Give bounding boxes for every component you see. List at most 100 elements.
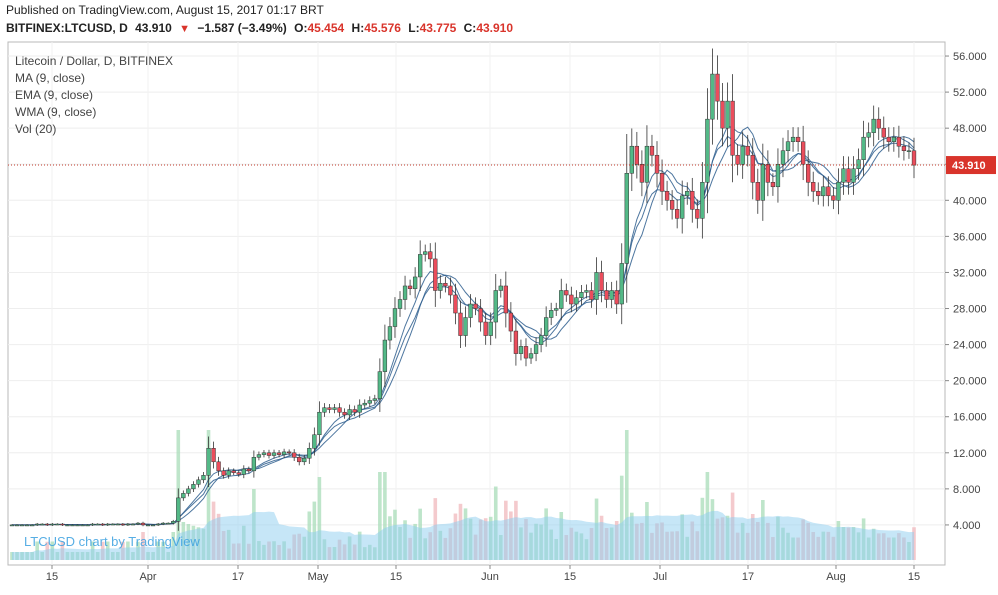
candle-body — [634, 145, 639, 165]
open-value: 45.454 — [307, 21, 345, 35]
candle-body — [528, 353, 534, 359]
candle-body — [115, 523, 120, 526]
candle-body — [50, 523, 55, 526]
candle-body — [312, 434, 317, 449]
candle-body — [125, 523, 131, 526]
candle-body — [770, 182, 776, 188]
candle-body — [513, 330, 519, 354]
volume-bar — [317, 477, 322, 560]
indicator-legend: Litecoin / Dollar, D, BITFINEX MA (9, cl… — [15, 53, 173, 138]
candle-body — [14, 524, 20, 527]
candle-body — [458, 312, 463, 336]
candle-body — [226, 470, 231, 476]
candle-body — [140, 522, 146, 526]
candle-body — [795, 136, 801, 142]
legend-ema[interactable]: EMA (9, close) — [15, 88, 94, 102]
candle-body — [352, 409, 357, 413]
y-tick-label: 32.000 — [953, 267, 987, 279]
candle-body — [695, 209, 700, 219]
candle-body — [392, 308, 398, 327]
candle-body — [342, 411, 347, 416]
candle-body — [816, 191, 821, 197]
published-line: Published on TradingView.com, August 15,… — [6, 3, 324, 17]
candle-body — [438, 283, 443, 291]
legend-ma[interactable]: MA (9, close) — [15, 71, 86, 85]
candle-body — [664, 191, 670, 201]
candle-body — [589, 290, 594, 300]
candle-body — [448, 285, 453, 296]
low-value: 43.775 — [419, 21, 457, 35]
candle-body — [357, 404, 362, 413]
candle-body — [40, 523, 45, 526]
x-tick-label: Jul — [653, 571, 667, 583]
high-value: 45.576 — [364, 21, 401, 35]
candle-body — [649, 145, 655, 156]
candle-body — [901, 145, 907, 151]
candle-body — [906, 150, 912, 152]
candle-body — [846, 168, 851, 183]
candle-body — [569, 294, 574, 305]
candle-body — [90, 523, 95, 526]
candle-body — [685, 191, 690, 197]
x-tick-label: 15 — [46, 571, 58, 583]
candle-body — [690, 191, 695, 210]
y-tick-label: 52.000 — [953, 87, 987, 99]
y-tick-label: 8.000 — [953, 484, 981, 496]
candle-body — [110, 523, 115, 526]
candle-body — [65, 524, 70, 527]
candle-body — [543, 317, 549, 336]
candle-body — [720, 100, 725, 129]
volume-bar — [312, 501, 317, 560]
candle-body — [619, 263, 624, 305]
candle-body — [161, 522, 166, 525]
candle-body — [402, 285, 408, 300]
x-tick-label: 15 — [908, 571, 920, 583]
legend-vol[interactable]: Vol (20) — [15, 122, 57, 136]
candle-body — [740, 145, 745, 165]
tradingview-watermark[interactable]: LTCUSD chart by TradingView — [24, 534, 200, 549]
candle-body — [659, 173, 665, 192]
candle-body — [261, 452, 267, 455]
candle-body — [478, 308, 483, 323]
last-price-tag — [946, 156, 996, 175]
candle-body — [841, 168, 846, 183]
candle-body — [412, 276, 418, 289]
open-label: O: — [294, 21, 308, 35]
candle-body — [624, 173, 629, 264]
candle-body — [680, 195, 685, 219]
y-tick-label: 48.000 — [953, 123, 987, 135]
candle-body — [428, 251, 433, 260]
candle-body — [644, 145, 650, 183]
legend-wma[interactable]: WMA (9, close) — [15, 105, 97, 119]
candle-body — [271, 452, 277, 456]
candle-body — [297, 457, 302, 463]
y-tick-label: 12.000 — [953, 448, 987, 460]
candle-body — [70, 524, 75, 527]
candle-body — [196, 479, 201, 485]
candle-body — [307, 448, 312, 459]
candle-body — [765, 163, 771, 183]
candle-body — [675, 209, 680, 219]
candle-body — [755, 182, 760, 201]
x-tick-label: 17 — [232, 571, 244, 583]
candle-body — [826, 186, 831, 197]
candle-body — [790, 136, 796, 142]
candle-body — [317, 411, 322, 436]
candle-body — [639, 163, 645, 183]
candle-body — [418, 254, 423, 278]
candle-body — [145, 524, 151, 527]
y-tick-label: 56.000 — [953, 51, 987, 63]
candle-body — [100, 523, 105, 526]
volume-bar — [383, 472, 387, 560]
candles-layer — [9, 48, 917, 531]
candle-body — [347, 409, 352, 416]
candle-body — [216, 461, 221, 472]
candle-body — [30, 524, 35, 527]
candle-body — [468, 303, 473, 318]
candle-body — [287, 451, 292, 454]
y-tick-label: 4.000 — [953, 520, 981, 532]
candle-body — [750, 154, 755, 183]
candle-body — [443, 283, 448, 287]
candle-body — [120, 523, 126, 526]
